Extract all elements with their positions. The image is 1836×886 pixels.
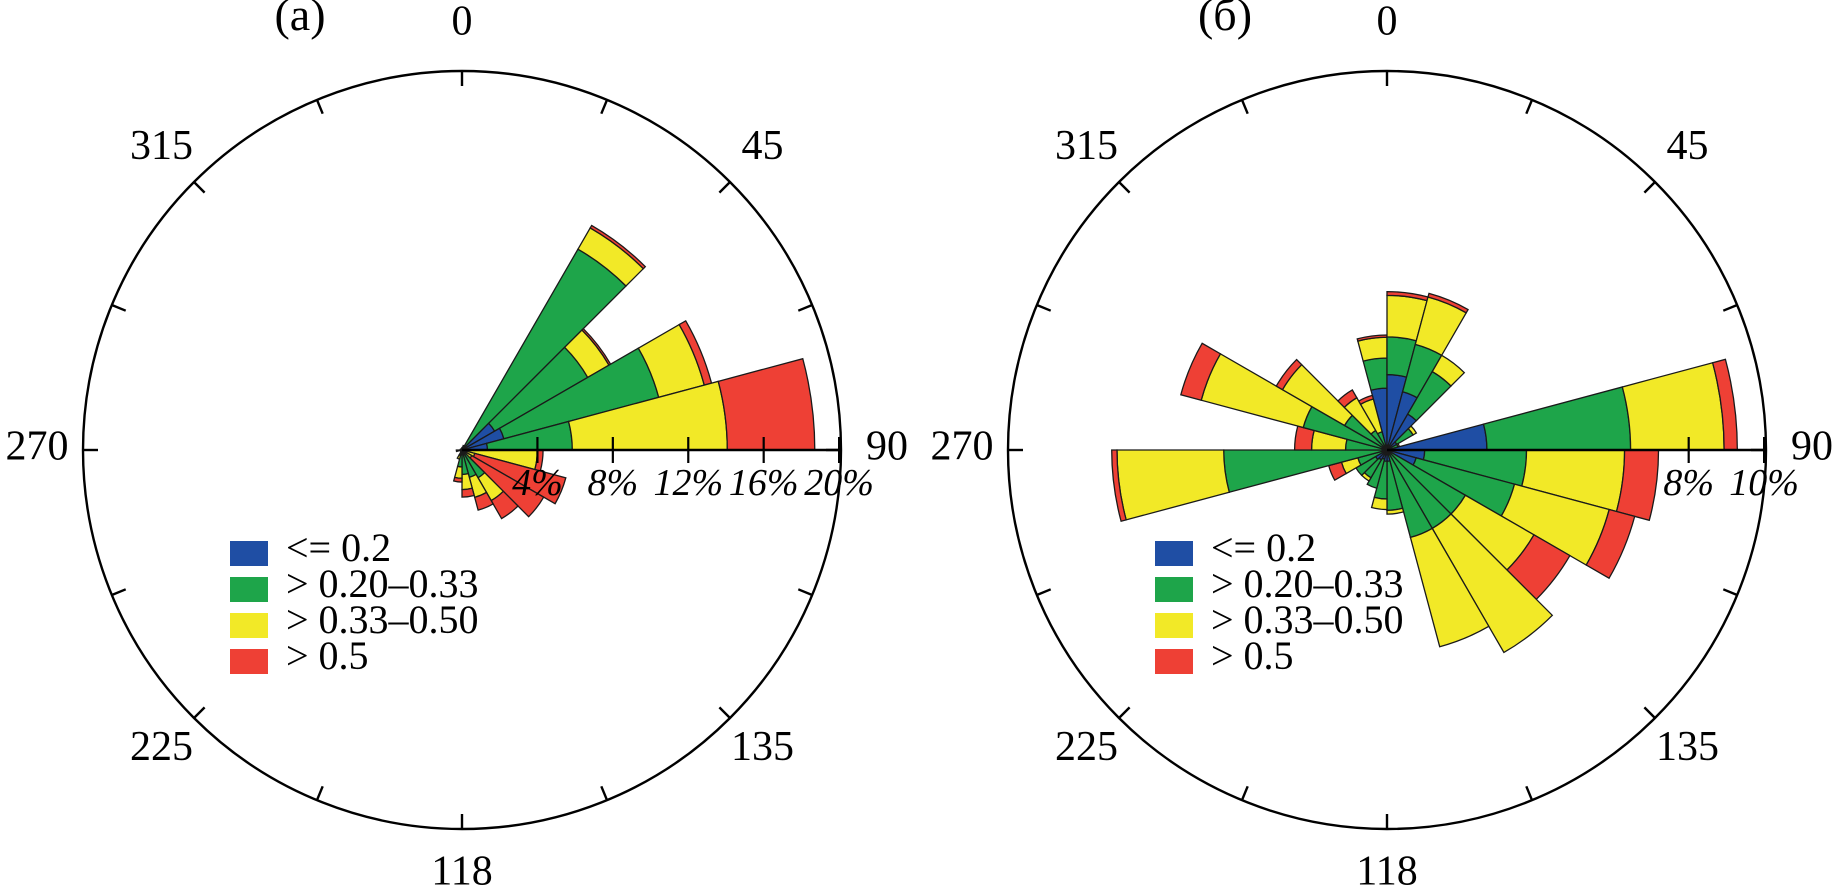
svg-text:270: 270 <box>931 424 994 470</box>
svg-text:8%: 8% <box>1663 462 1714 504</box>
svg-text:135: 135 <box>731 724 794 770</box>
svg-text:12%: 12% <box>653 462 723 504</box>
svg-text:315: 315 <box>130 123 193 169</box>
svg-text:(б): (б) <box>1198 0 1252 40</box>
svg-text:16%: 16% <box>729 462 799 504</box>
svg-text:(a): (a) <box>274 0 325 40</box>
svg-text:45: 45 <box>1667 123 1709 169</box>
svg-text:225: 225 <box>130 724 193 770</box>
svg-text:0: 0 <box>452 0 473 45</box>
svg-text:20%: 20% <box>804 462 874 504</box>
svg-text:315: 315 <box>1055 123 1118 169</box>
svg-text:225: 225 <box>1055 724 1118 770</box>
svg-text:0: 0 <box>1377 0 1398 45</box>
svg-text:118: 118 <box>431 849 492 886</box>
svg-text:45: 45 <box>742 123 784 169</box>
svg-text:8%: 8% <box>588 462 639 504</box>
svg-text:118: 118 <box>1356 849 1417 886</box>
svg-text:270: 270 <box>6 424 69 470</box>
svg-text:10%: 10% <box>1729 462 1799 504</box>
svg-text:> 0.5: > 0.5 <box>286 633 369 678</box>
svg-text:4%: 4% <box>512 462 563 504</box>
svg-text:> 0.5: > 0.5 <box>1211 633 1294 678</box>
svg-text:135: 135 <box>1656 724 1719 770</box>
